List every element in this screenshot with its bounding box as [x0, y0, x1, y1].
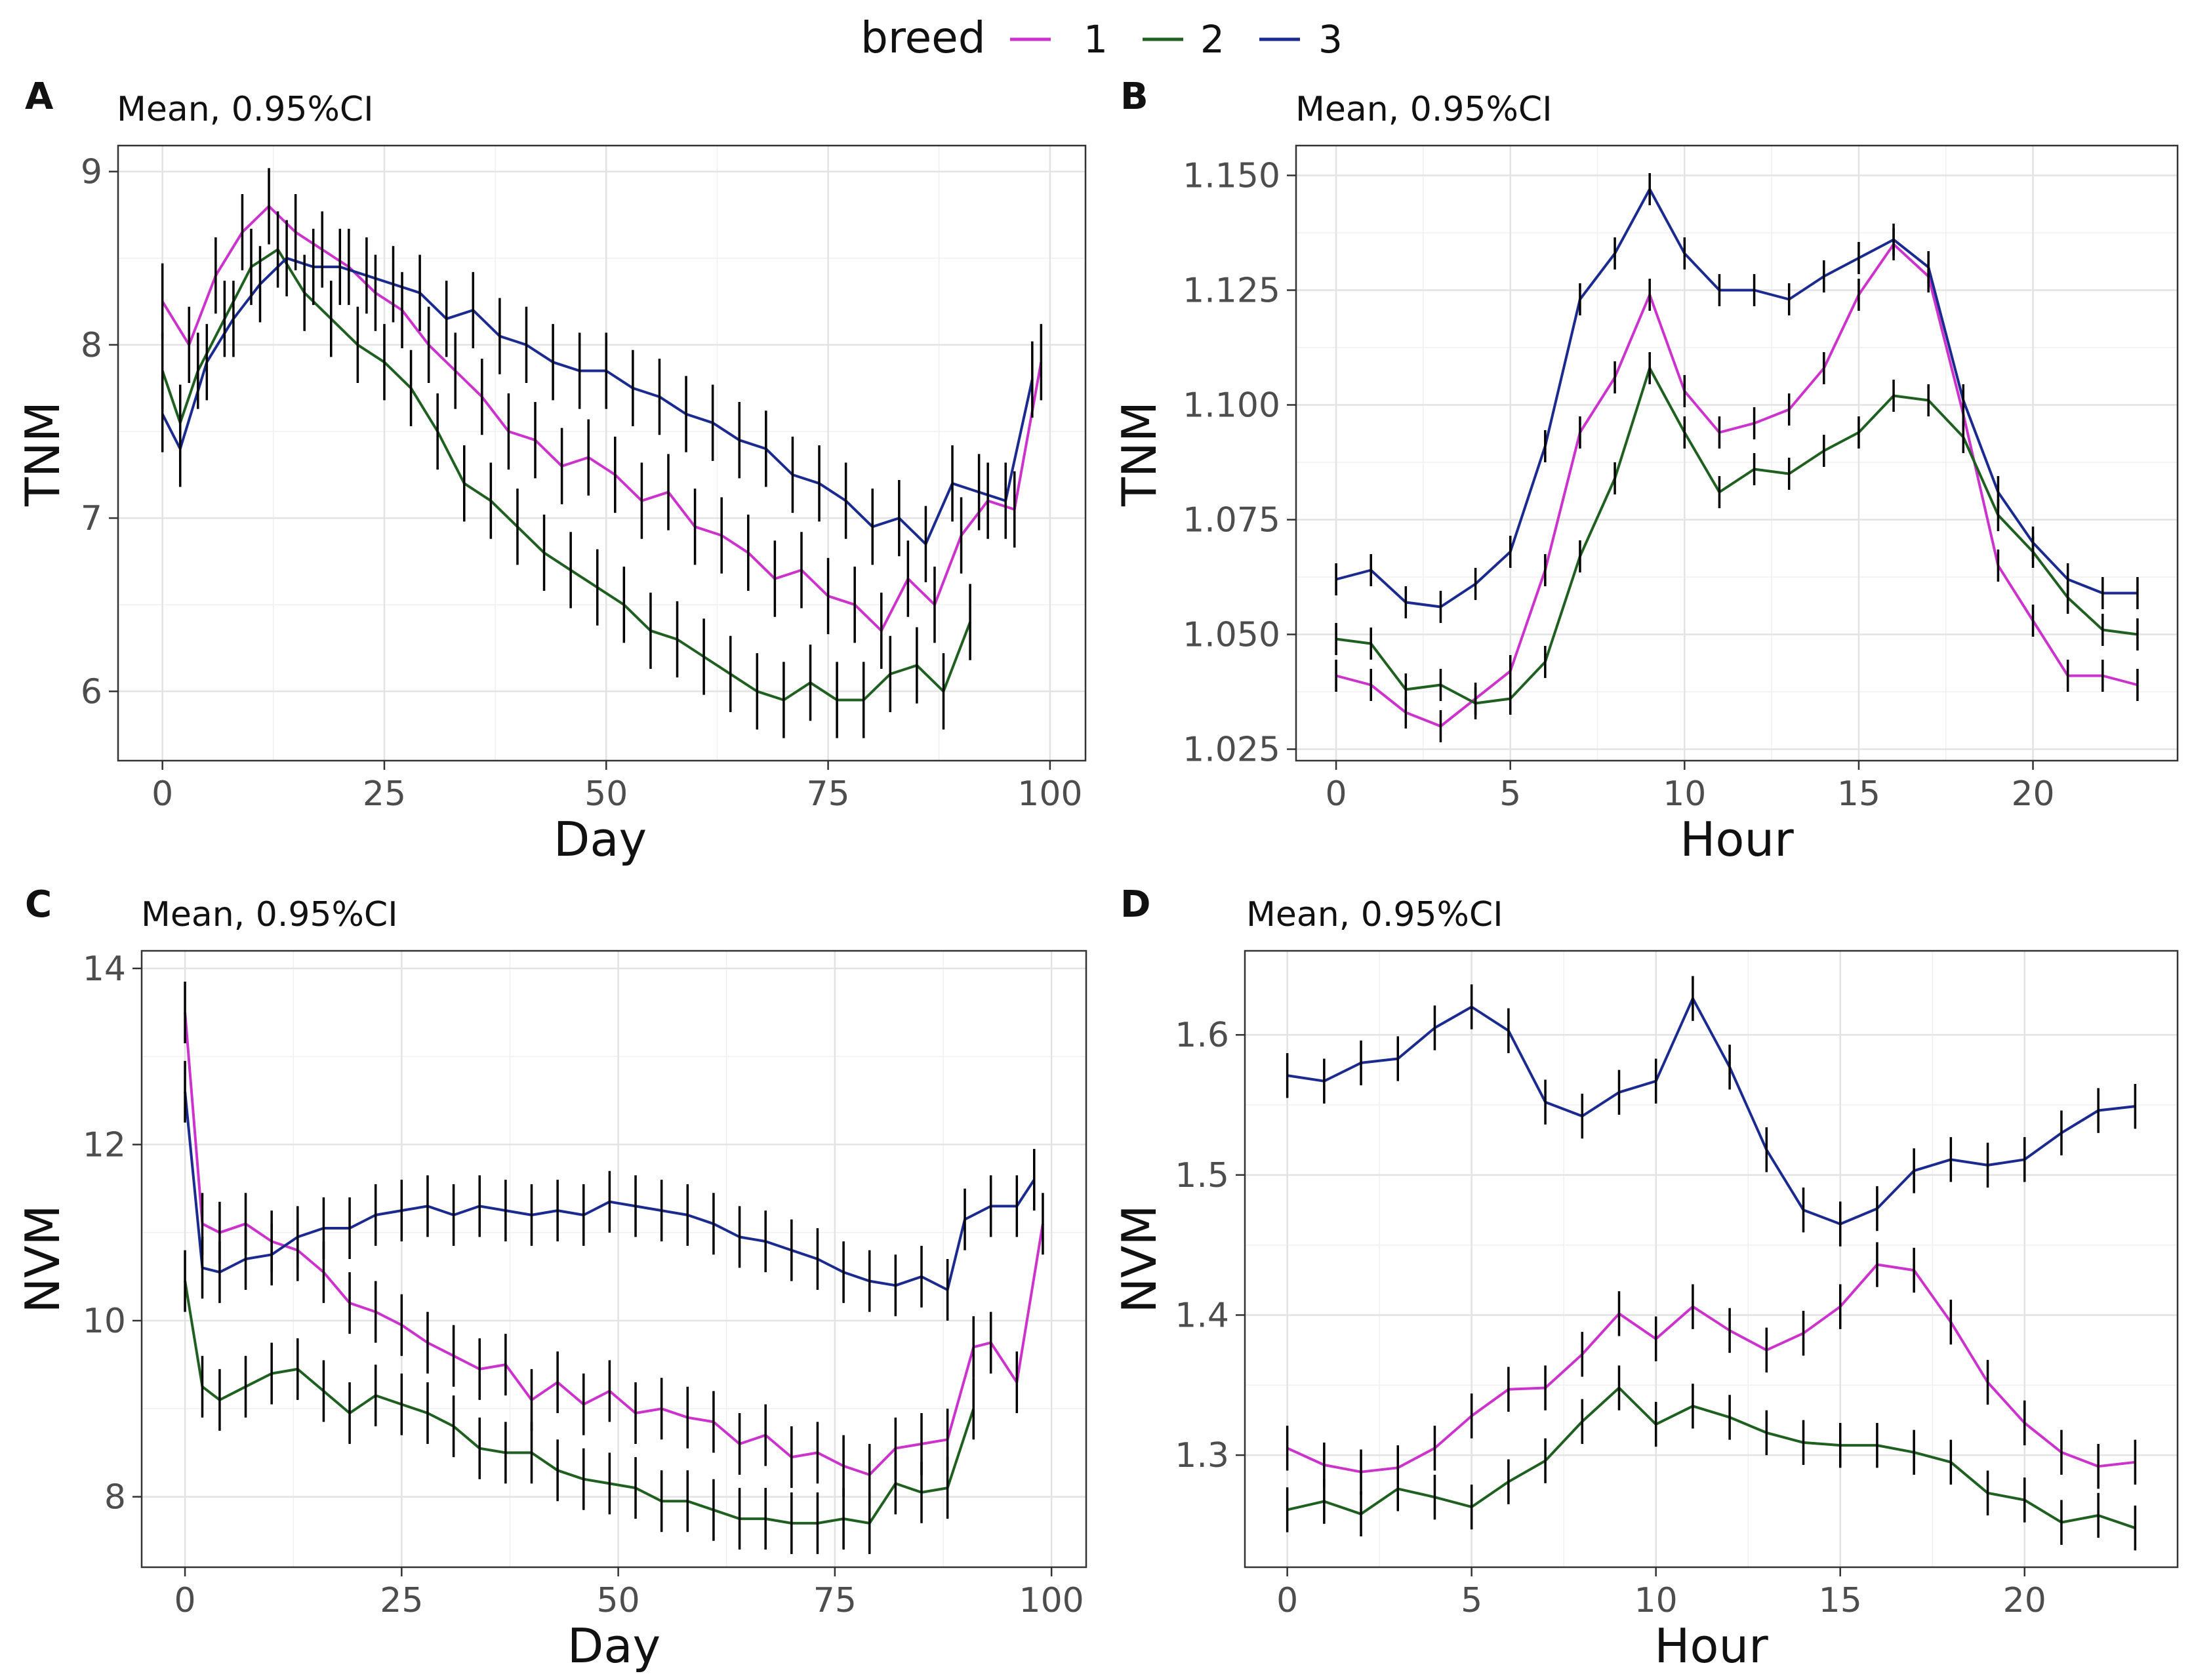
panel-d-series-2-line [1287, 1386, 2136, 1530]
panel-c-x-label: Day [567, 1618, 660, 1673]
panel-b-x-tick-label: 10 [1663, 774, 1706, 814]
panel-b-plot-area [1296, 146, 2178, 761]
panel-b-y-tick-label: 1.050 [1183, 616, 1280, 655]
panel-c-plot-area [142, 951, 1086, 1567]
panel-a-x-tick-label: 0 [152, 774, 173, 814]
panel-b-x-tick-label: 0 [1326, 774, 1347, 814]
legend: breed 1 2 3 [861, 12, 1343, 63]
panel-b-x-tick-label: 15 [1837, 774, 1880, 814]
panel-c-x-tick-label: 25 [380, 1581, 423, 1620]
panel-c-y-label: NVM [15, 1205, 70, 1313]
legend-title: breed [861, 12, 986, 63]
panel-d-y-tick-label: 1.5 [1175, 1156, 1229, 1195]
panel-d: D Mean, 0.95%CI 0 5 10 15 20 1.3 1.4 1.5 1.6 Hou… [1112, 883, 2179, 1673]
panel-b-plot: 0 5 10 15 20 1.025 1.050 1.075 1.100 1.125 1.150 [1183, 146, 2178, 814]
panel-d-x-tick-label: 5 [1461, 1581, 1482, 1620]
panel-a-x-tick-label: 50 [584, 774, 628, 814]
panel-d-x-tick-label: 10 [1634, 1581, 1678, 1620]
panel-d-tag: D [1120, 883, 1150, 926]
panel-b-title: Mean, 0.95%CI [1295, 90, 1553, 129]
panel-a-series-3-line [161, 256, 1034, 546]
panel-a-plot-area [118, 146, 1086, 761]
panel-a-y-tick-label: 7 [81, 499, 102, 538]
panel-d-y-tick-label: 1.6 [1175, 1016, 1229, 1055]
panel-a: A Mean, 0.95%CI 0 25 50 75 100 6 7 8 9 Day TNM [15, 75, 1087, 867]
panel-b-y-tick-label: 1.125 [1183, 271, 1280, 311]
panel-b: B Mean, 0.95%CI 0 5 10 15 20 1.025 1.050 1.075 1… [1112, 75, 2179, 867]
panel-a-series-2-line [161, 248, 971, 702]
panel-b-tag: B [1120, 75, 1148, 118]
panel-c-y-tick-label: 10 [83, 1302, 126, 1341]
panel-b-series-2-line [1335, 367, 2138, 705]
panel-d-y-tick-label: 1.3 [1175, 1436, 1229, 1475]
panel-d-y-tick-label: 1.4 [1175, 1296, 1229, 1335]
panel-a-x-tick-label: 75 [806, 774, 849, 814]
panel-d-x-tick-label: 15 [1819, 1581, 1862, 1620]
panel-a-plot: 0 25 50 75 100 6 7 8 9 [81, 146, 1086, 814]
panel-d-x-tick-label: 20 [2003, 1581, 2046, 1620]
panel-c-x-tick-label: 100 [1019, 1581, 1084, 1620]
panel-c-x-tick-label: 75 [813, 1581, 857, 1620]
panel-b-x-label: Hour [1680, 812, 1794, 867]
panel-c-x-tick-label: 0 [174, 1581, 196, 1620]
panel-a-title: Mean, 0.95%CI [117, 90, 374, 129]
panel-a-x-label: Day [554, 812, 647, 867]
panel-a-x-tick-label: 100 [1017, 774, 1082, 814]
panel-b-y-tick-label: 1.100 [1183, 386, 1280, 426]
panel-b-x-tick-label: 5 [1499, 774, 1521, 814]
panel-b-y-tick-label: 1.150 [1183, 157, 1280, 196]
panel-a-x-tick-label: 25 [363, 774, 406, 814]
legend-label-3: 3 [1318, 17, 1343, 62]
panel-d-plot: 0 5 10 15 20 1.3 1.4 1.5 1.6 [1175, 951, 2178, 1620]
panel-b-y-label: TNM [1112, 401, 1167, 507]
panel-b-y-tick-label: 1.025 [1183, 730, 1280, 770]
panel-c-y-tick-label: 14 [83, 950, 126, 989]
panel-a-frame [117, 144, 1087, 762]
panel-b-series-3-line [1335, 188, 2138, 609]
panel-a-series-1-line [161, 205, 1043, 632]
panel-d-series-1-line [1286, 1263, 2136, 1473]
panel-d-series-3-line [1287, 997, 2136, 1226]
panel-d-title: Mean, 0.95%CI [1246, 895, 1503, 934]
panel-c-x-tick-label: 50 [597, 1581, 640, 1620]
panel-b-x-tick-label: 20 [2011, 774, 2054, 814]
panel-c-y-tick-label: 12 [83, 1125, 126, 1165]
panel-c-frame [140, 950, 1087, 1569]
legend-label-2: 2 [1200, 17, 1225, 62]
panel-d-x-label: Hour [1654, 1618, 1768, 1673]
panel-a-y-tick-label: 6 [81, 672, 102, 711]
panel-d-plot-area [1245, 951, 2178, 1567]
panel-c-plot: 0 25 50 75 100 8 10 12 14 [83, 950, 1086, 1620]
panel-d-frame [1244, 950, 2179, 1569]
panel-b-frame [1295, 144, 2179, 762]
panel-a-y-tick-label: 8 [81, 326, 102, 365]
panel-a-tag: A [25, 75, 54, 118]
panel-d-x-tick-label: 0 [1276, 1581, 1298, 1620]
panel-c-title: Mean, 0.95%CI [141, 895, 398, 934]
panel-c-series-2-line [184, 1281, 975, 1525]
panel-a-y-tick-label: 9 [81, 153, 102, 192]
panel-b-y-tick-label: 1.075 [1183, 501, 1280, 540]
legend-label-1: 1 [1084, 17, 1108, 62]
panel-b-series-1-line [1335, 243, 2138, 728]
panel-a-y-label: TNM [15, 401, 70, 507]
panel-c: C Mean, 0.95%CI 0 25 50 75 100 8 10 12 14 Day NV… [15, 883, 1087, 1673]
panel-d-y-label: NVM [1112, 1205, 1167, 1313]
panel-c-tag: C [25, 883, 52, 926]
panel-c-y-tick-label: 8 [104, 1478, 126, 1517]
